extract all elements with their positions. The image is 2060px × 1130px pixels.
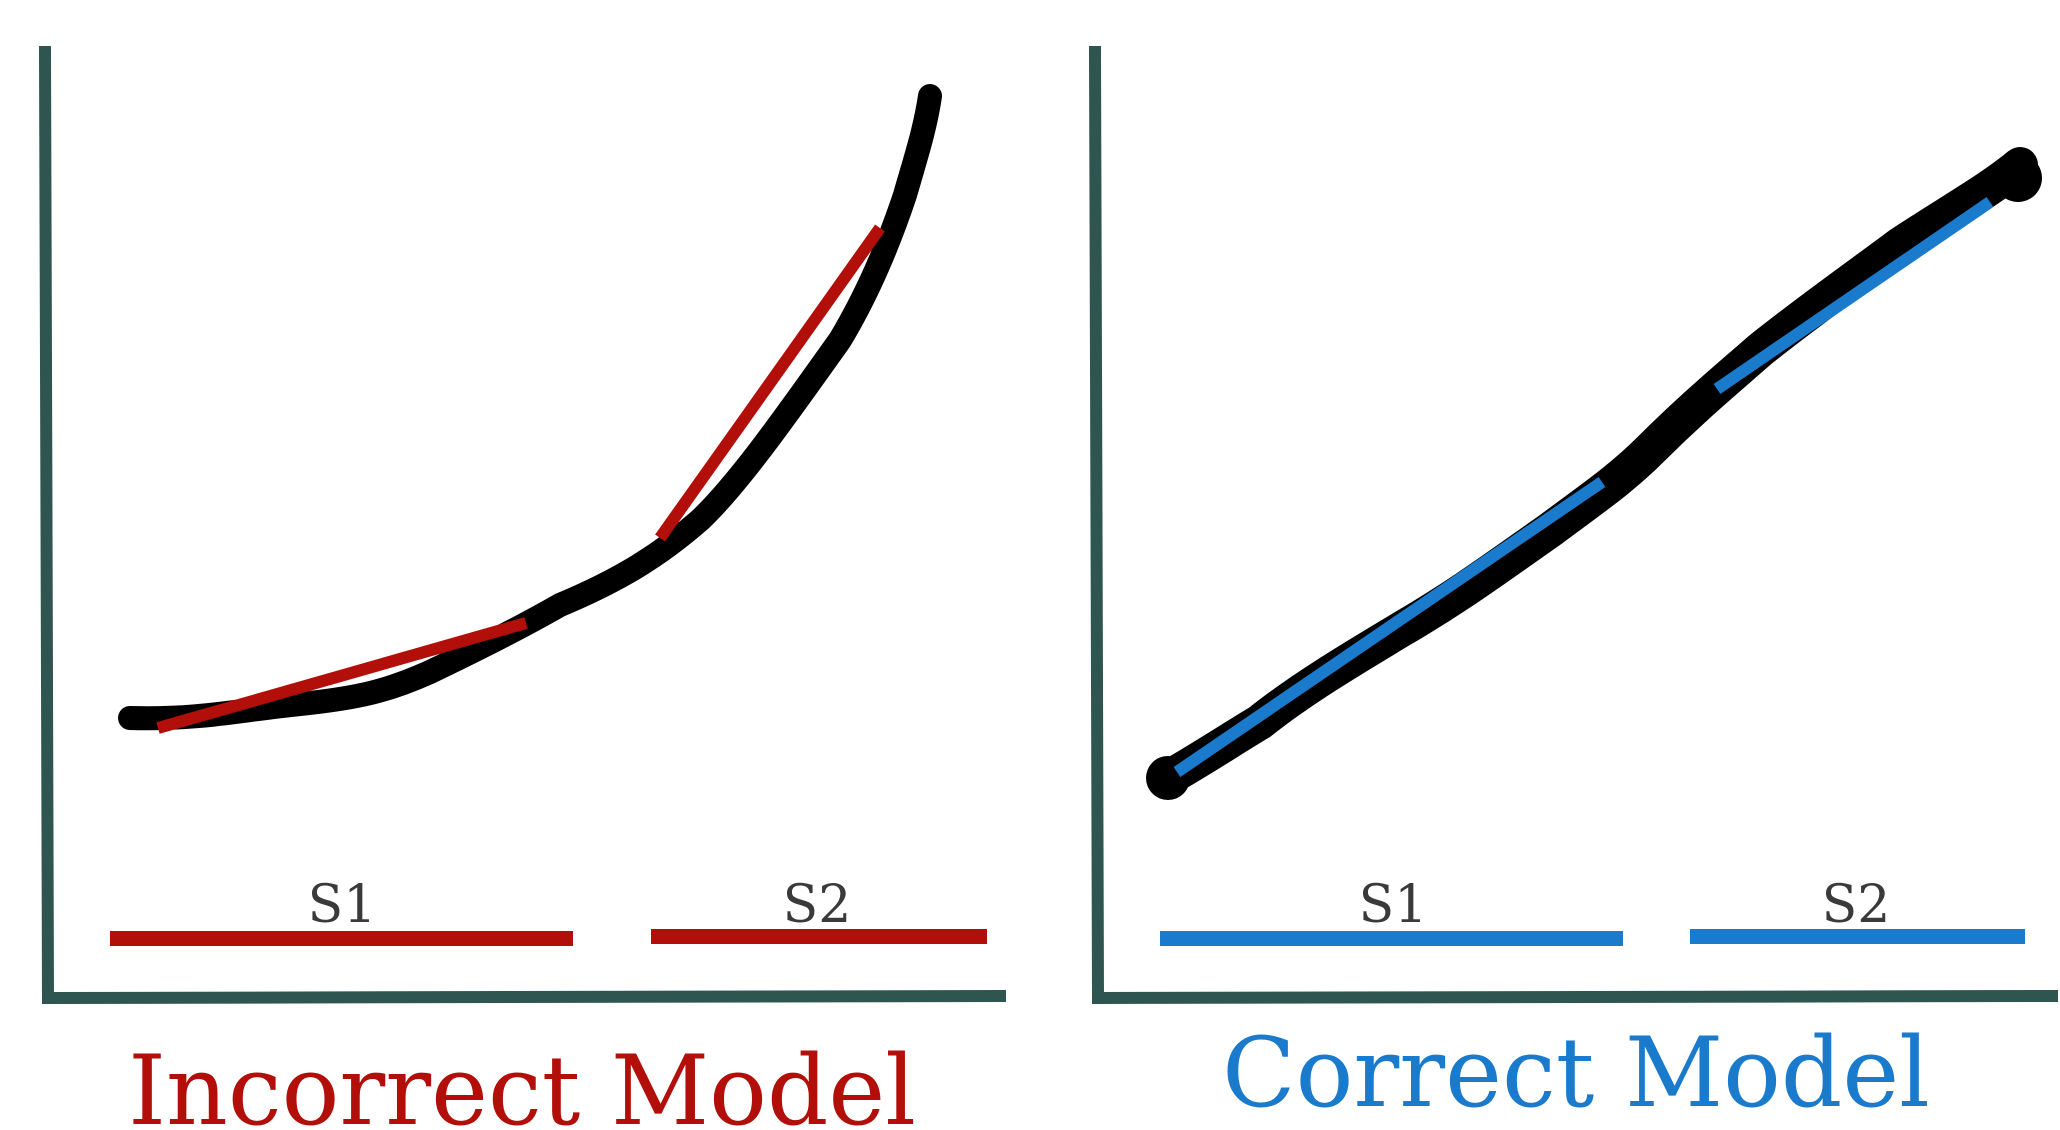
segment-label-s2-incorrect: S2 xyxy=(783,875,852,935)
title-correct-model: Correct Model xyxy=(1222,1017,1930,1129)
curve-end-dot-correct xyxy=(1994,154,2042,202)
panel-incorrect: S1 S2 Incorrect Model xyxy=(38,45,1007,1130)
fit-line-s2-incorrect xyxy=(655,224,885,542)
panel-correct: S1 S2 Correct Model xyxy=(1088,45,2059,1129)
title-incorrect-model: Incorrect Model xyxy=(128,1035,916,1130)
segment-bar-s1-incorrect xyxy=(110,931,573,946)
axes-incorrect xyxy=(38,45,1007,1005)
fit-line-s2-correct xyxy=(1713,197,1994,394)
axes-correct xyxy=(1088,45,2059,1005)
segment-bar-s2-incorrect xyxy=(651,929,987,944)
fit-line-s1-correct xyxy=(1173,477,1606,777)
segment-bar-s1-correct xyxy=(1160,931,1623,946)
segment-label-s2-correct: S2 xyxy=(1822,875,1891,935)
true-curve-incorrect xyxy=(118,84,942,731)
segment-label-s1-correct: S1 xyxy=(1359,875,1428,935)
segment-label-s1-incorrect: S1 xyxy=(308,875,377,935)
segment-bar-s2-correct xyxy=(1690,929,2025,944)
fit-line-s1-incorrect xyxy=(156,617,528,734)
